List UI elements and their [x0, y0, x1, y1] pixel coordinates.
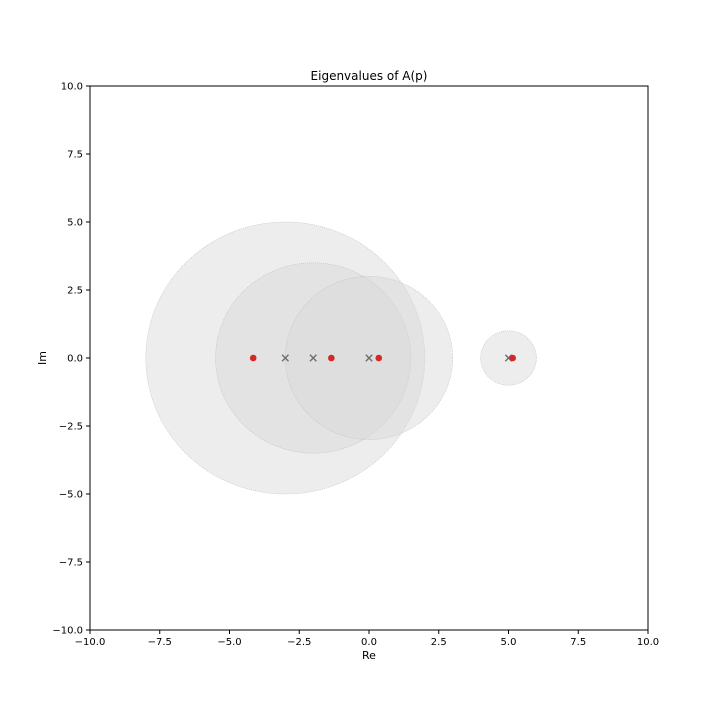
y-tick-label: 2.5: [67, 286, 83, 297]
x-tick-label: −2.5: [287, 637, 311, 648]
eigenvalue-point-1: [328, 354, 335, 362]
y-tick-label: 7.5: [67, 150, 83, 161]
center-marker-2: [365, 354, 373, 362]
disc-center-markers: [281, 354, 513, 362]
gershgorin-discs: [145, 221, 537, 495]
x-tick-label: 5.0: [501, 637, 517, 648]
x-tick-label: 10.0: [637, 637, 659, 648]
y-tick-label: 10.0: [61, 82, 83, 93]
eigenvalue-markers: [249, 354, 516, 362]
center-marker-stroke: [309, 354, 317, 362]
y-tick-label: −2.5: [59, 422, 83, 433]
y-tick-label: −5.0: [59, 490, 83, 501]
chart-title: Eigenvalues of A(p): [311, 69, 428, 83]
y-tick-label: 0.0: [67, 354, 83, 365]
eigenvalue-point-3: [509, 354, 516, 362]
y-tick-label: −10.0: [52, 626, 83, 637]
x-tick-label: 7.5: [570, 637, 586, 648]
eigenvalue-point-2: [375, 354, 383, 362]
x-tick-label: −10.0: [75, 637, 106, 648]
center-marker-0: [281, 354, 289, 362]
x-tick-label: −7.5: [148, 637, 172, 648]
center-marker-stroke: [281, 354, 289, 362]
center-marker-stroke: [365, 354, 373, 362]
x-axis-ticks: −10.0 −7.5 −5.0 −2.5 0.0 2.5 5.0 7.5 10.0: [75, 630, 659, 648]
x-tick-label: 0.0: [361, 637, 377, 648]
y-tick-label: −7.5: [59, 558, 83, 569]
x-axis-label: Re: [362, 649, 376, 662]
y-axis-ticks: −10.0 −7.5 −5.0 −2.5 0.0 2.5 5.0 7.5 10.0: [52, 82, 90, 637]
y-axis-label: Im: [36, 351, 49, 365]
eigenvalue-point-0: [249, 354, 257, 362]
x-tick-label: 2.5: [431, 637, 447, 648]
center-marker-1: [309, 354, 317, 362]
y-tick-label: 5.0: [67, 218, 83, 229]
x-tick-label: −5.0: [217, 637, 241, 648]
